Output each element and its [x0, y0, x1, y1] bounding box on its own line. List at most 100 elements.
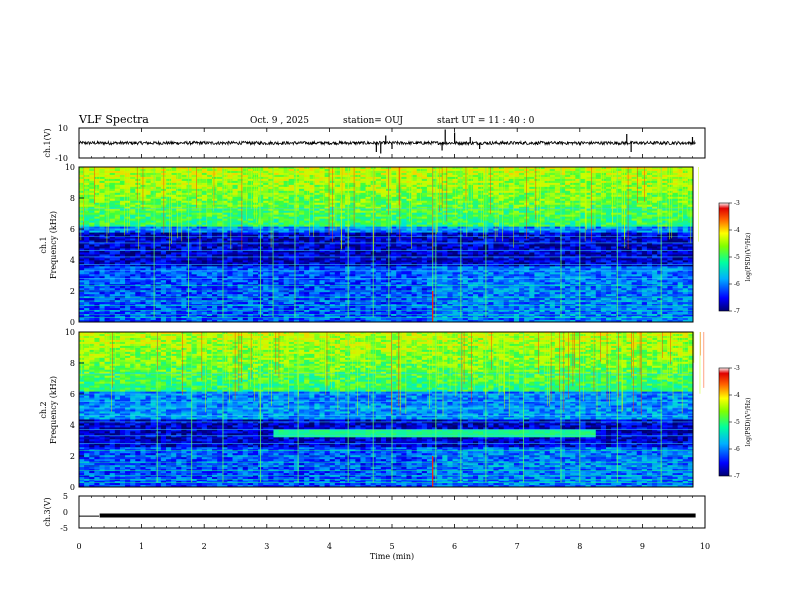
- spectrogram-cell: [232, 168, 239, 172]
- spectrogram-cell: [667, 176, 673, 180]
- spectrogram-cell: [232, 188, 239, 192]
- spectrogram-cell: [585, 184, 592, 188]
- spectrogram-cell: [375, 182, 382, 186]
- spectrogram-cell: [176, 168, 182, 172]
- spectrogram-cell: [391, 192, 397, 196]
- spectrogram-cell: [467, 198, 474, 202]
- spectrogram-cell: [606, 176, 612, 180]
- spectrogram-cell: [217, 168, 223, 172]
- spectrogram-cell: [150, 194, 157, 198]
- spectrogram-cell: [391, 172, 397, 176]
- spectrogram-cell: [288, 180, 295, 184]
- spectrogram-cell: [252, 202, 259, 206]
- spectrogram-cell: [278, 190, 285, 194]
- spectrogram-cell: [237, 202, 244, 206]
- spectrogram-cell: [309, 180, 315, 184]
- spectrogram-cell: [186, 170, 192, 174]
- spectrogram-cell: [519, 188, 525, 192]
- spectrogram-cell: [447, 174, 453, 178]
- spectrogram-cell: [247, 168, 254, 172]
- spectrogram-cell: [334, 192, 341, 196]
- spectrogram-cell: [539, 167, 546, 170]
- spectrogram-cell: [631, 200, 638, 204]
- spectrogram-cell: [590, 184, 597, 188]
- spectrogram-cell: [565, 170, 571, 174]
- spectrogram-cell: [237, 172, 244, 176]
- spectrogram-cell: [212, 198, 218, 202]
- spectrogram-cell: [677, 178, 684, 182]
- spectrogram-cell: [304, 182, 310, 186]
- spectrogram-cell: [636, 204, 643, 208]
- spectrogram-cell: [559, 204, 566, 208]
- spectrogram-cell: [544, 202, 551, 206]
- spectrogram-cell: [590, 180, 597, 184]
- spectrogram-cell: [206, 190, 213, 194]
- spectrogram-cell: [391, 200, 397, 204]
- spectrogram-cell: [478, 186, 484, 190]
- spectrogram-cell: [119, 188, 126, 192]
- spectrogram-cell: [401, 194, 407, 198]
- spectrogram-cell: [411, 176, 418, 180]
- spectrogram-cell: [278, 176, 285, 180]
- spectrogram-cell: [319, 198, 325, 202]
- spectrogram-cell: [519, 202, 525, 206]
- spectrogram-cell: [513, 184, 520, 188]
- spectrogram-cell: [467, 190, 474, 194]
- spectrogram-cell: [89, 182, 95, 186]
- spectrogram-cell: [278, 184, 285, 188]
- spectrogram-cell: [212, 172, 218, 176]
- spectrogram-cell: [472, 172, 479, 176]
- spectrogram-cell: [309, 168, 315, 172]
- spectrogram-cell: [626, 198, 632, 202]
- spectrogram-cell: [125, 178, 131, 182]
- spectrogram-cell: [442, 200, 448, 204]
- spectrogram-cell: [119, 176, 126, 180]
- spectrogram-cell: [109, 190, 116, 194]
- spectrogram-cell: [626, 174, 632, 178]
- spectrogram-cell: [339, 194, 346, 198]
- spectrogram-cell: [406, 200, 412, 204]
- spectrogram-cell: [89, 170, 95, 174]
- spectrogram-cell: [273, 174, 279, 178]
- spectrogram-cell: [201, 188, 208, 192]
- spectrogram-cell: [181, 202, 187, 206]
- spectrogram-cell: [636, 176, 643, 180]
- spectrogram-cell: [109, 186, 116, 190]
- spectrogram-cell: [472, 186, 479, 190]
- spectrogram-cell: [421, 178, 428, 182]
- spectrogram-cell: [350, 186, 356, 190]
- spectrogram-cell: [299, 172, 305, 176]
- spectrogram-cell: [273, 200, 279, 204]
- spectrogram-cell: [503, 192, 510, 196]
- spectrogram-cell: [682, 182, 689, 186]
- spectrogram-cell: [109, 180, 116, 184]
- spectrogram-cell: [263, 194, 269, 198]
- spectrogram-cell: [104, 168, 111, 172]
- spectrogram-cell: [544, 180, 551, 184]
- spectrogram-cell: [565, 190, 571, 194]
- spectrogram-cell: [165, 172, 172, 176]
- spectrogram-cell: [114, 167, 121, 170]
- spectrogram-cell: [145, 172, 152, 176]
- spectrogram-cell: [657, 182, 663, 186]
- spectrogram-cell: [641, 202, 648, 206]
- spectrogram-cell: [196, 168, 203, 172]
- spectrogram-cell: [493, 202, 499, 206]
- spectrogram-cell: [283, 188, 290, 192]
- spectrogram-cell: [181, 174, 187, 178]
- spectrogram-cell: [677, 174, 684, 178]
- spectrogram-cell: [611, 188, 617, 192]
- spectrogram-cell: [299, 190, 305, 194]
- spectrogram-cell: [283, 196, 290, 200]
- spectrogram-cell: [442, 190, 448, 194]
- spectrogram-cell: [590, 192, 597, 196]
- spectrogram-cell: [206, 200, 213, 204]
- spectrogram-cell: [585, 196, 592, 200]
- spectrogram-cell: [94, 184, 100, 188]
- spectrogram-cell: [242, 170, 249, 174]
- spectrogram-cell: [171, 194, 177, 198]
- spectrogram-cell: [125, 180, 131, 184]
- spectrogram-cell: [176, 180, 182, 184]
- spectrogram-cell: [391, 182, 397, 186]
- spectrogram-cell: [242, 194, 249, 198]
